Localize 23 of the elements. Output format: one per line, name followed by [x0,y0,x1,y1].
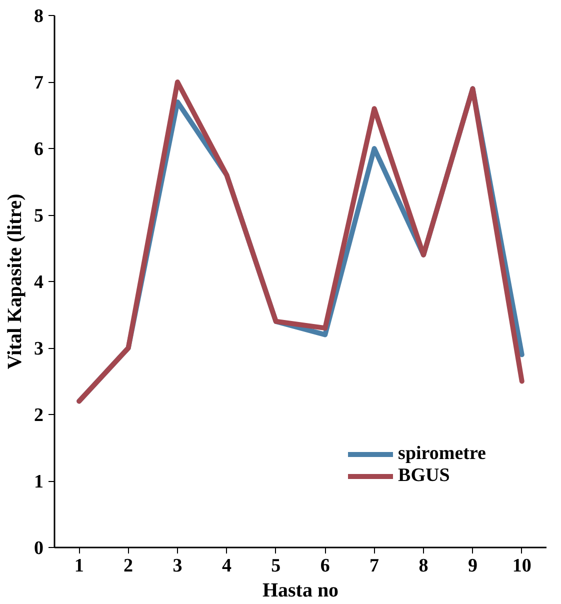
x-tick-label: 8 [418,556,428,576]
x-axis-title: Hasta no [262,580,339,602]
x-tick-label: 1 [74,556,84,576]
y-tick-label: 0 [34,538,44,559]
x-tick-label: 3 [172,556,182,576]
x-tick-label: 4 [222,556,232,576]
x-tick-label: 7 [370,556,380,576]
y-tick-label: 6 [34,139,44,160]
legend-label: spirometre [398,443,486,465]
x-tick-label: 2 [124,556,134,576]
x-tick-label: 9 [468,556,478,576]
y-tick-label: 7 [34,72,44,94]
y-tick-label: 2 [34,405,44,426]
x-tick-label: 10 [512,556,532,576]
y-tick-label: 8 [34,6,44,27]
y-axis-title: Vital Kapasite (litre) [4,194,26,370]
x-tick-label: 5 [271,556,281,576]
y-tick-label: 5 [34,206,44,226]
x-tick-label: 6 [320,556,330,576]
y-tick-label: 1 [34,472,44,492]
y-tick-label: 4 [34,272,44,293]
legend-label: BGUS [398,465,450,487]
y-tick-label: 3 [34,338,44,360]
